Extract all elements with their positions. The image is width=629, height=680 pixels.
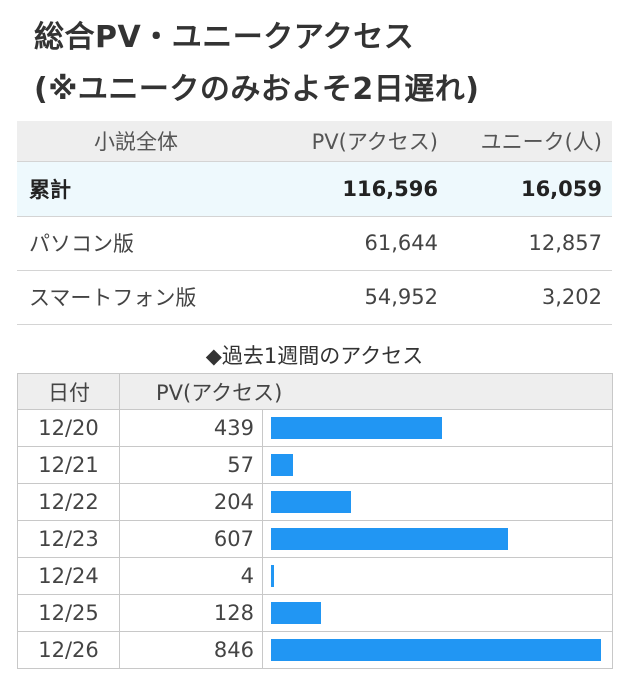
weekly-bar-cell <box>262 594 613 632</box>
weekly-bar-cell <box>262 520 613 558</box>
weekly-pv-value: 4 <box>119 557 263 595</box>
weekly-date: 12/20 <box>17 409 120 447</box>
summary-row-pv: 61,644 <box>255 216 454 271</box>
weekly-rows: 12/20 439 12/21 57 12/22 204 12/23 607 12/24 4 12/… <box>17 409 613 669</box>
weekly-pv-value: 204 <box>119 483 263 521</box>
table-row: 12/21 57 <box>17 446 613 484</box>
weekly-pv-value: 57 <box>119 446 263 484</box>
table-row: 12/20 439 <box>17 409 613 447</box>
weekly-header-date: 日付 <box>17 373 120 410</box>
weekly-bar-track <box>271 639 601 661</box>
weekly-pv-bar <box>271 528 508 550</box>
weekly-pv-value: 128 <box>119 594 263 632</box>
summary-row-pv: 54,952 <box>255 270 454 325</box>
weekly-bar-cell <box>262 446 613 484</box>
table-row: 12/25 128 <box>17 594 613 632</box>
weekly-pv-value: 439 <box>119 409 263 447</box>
weekly-date: 12/23 <box>17 520 120 558</box>
table-row: 12/26 846 <box>17 631 613 669</box>
weekly-bar-cell <box>262 483 613 521</box>
summary-row-unique: 16,059 <box>454 161 612 217</box>
weekly-date: 12/22 <box>17 483 120 521</box>
summary-table: 小説全体 PV(アクセス) ユニーク(人) 累計 116,596 16,059 … <box>17 121 612 325</box>
summary-header-unique: ユニーク(人) <box>454 121 612 162</box>
table-row: 12/23 607 <box>17 520 613 558</box>
summary-row-label: 累計 <box>17 161 255 217</box>
weekly-header-row: 日付 PV(アクセス) <box>17 373 613 410</box>
summary-row-label: スマートフォン版 <box>17 270 255 325</box>
table-row: 12/24 4 <box>17 557 613 595</box>
summary-header-scope: 小説全体 <box>17 121 255 162</box>
weekly-bar-track <box>271 417 601 439</box>
weekly-bar-cell <box>262 631 613 669</box>
weekly-pv-bar <box>271 565 274 587</box>
weekly-header-pv: PV(アクセス) <box>119 373 613 410</box>
weekly-pv-bar <box>271 491 351 513</box>
weekly-bar-track <box>271 528 601 550</box>
page-title: 総合PV・ユニークアクセス <box>34 20 415 55</box>
weekly-date: 12/25 <box>17 594 120 632</box>
weekly-bar-track <box>271 565 601 587</box>
weekly-pv-value: 846 <box>119 631 263 669</box>
weekly-bar-cell <box>262 557 613 595</box>
summary-header-pv: PV(アクセス) <box>255 121 454 162</box>
weekly-pv-bar <box>271 639 601 661</box>
weekly-table: 日付 PV(アクセス) 12/20 439 12/21 57 12/22 204 12/23… <box>17 373 613 669</box>
summary-row-unique: 12,857 <box>454 216 612 271</box>
page-subtitle: (※ユニークのみおよそ2日遅れ) <box>34 72 480 107</box>
weekly-date: 12/21 <box>17 446 120 484</box>
summary-row-unique: 3,202 <box>454 270 612 325</box>
summary-row-pv: 116,596 <box>255 161 454 217</box>
weekly-pv-bar <box>271 602 321 624</box>
weekly-bar-track <box>271 602 601 624</box>
weekly-date: 12/26 <box>17 631 120 669</box>
weekly-pv-bar <box>271 417 443 439</box>
summary-row-pc: パソコン版 61,644 12,857 <box>17 216 612 271</box>
weekly-title: ◆過去1週間のアクセス <box>205 344 424 368</box>
weekly-pv-value: 607 <box>119 520 263 558</box>
summary-row-total: 累計 116,596 16,059 <box>17 161 612 217</box>
weekly-bar-cell <box>262 409 613 447</box>
summary-header-row: 小説全体 PV(アクセス) ユニーク(人) <box>17 121 612 162</box>
summary-row-label: パソコン版 <box>17 216 255 271</box>
summary-row-smartphone: スマートフォン版 54,952 3,202 <box>17 270 612 325</box>
table-row: 12/22 204 <box>17 483 613 521</box>
weekly-pv-bar <box>271 454 294 476</box>
weekly-date: 12/24 <box>17 557 120 595</box>
weekly-bar-track <box>271 454 601 476</box>
weekly-bar-track <box>271 491 601 513</box>
